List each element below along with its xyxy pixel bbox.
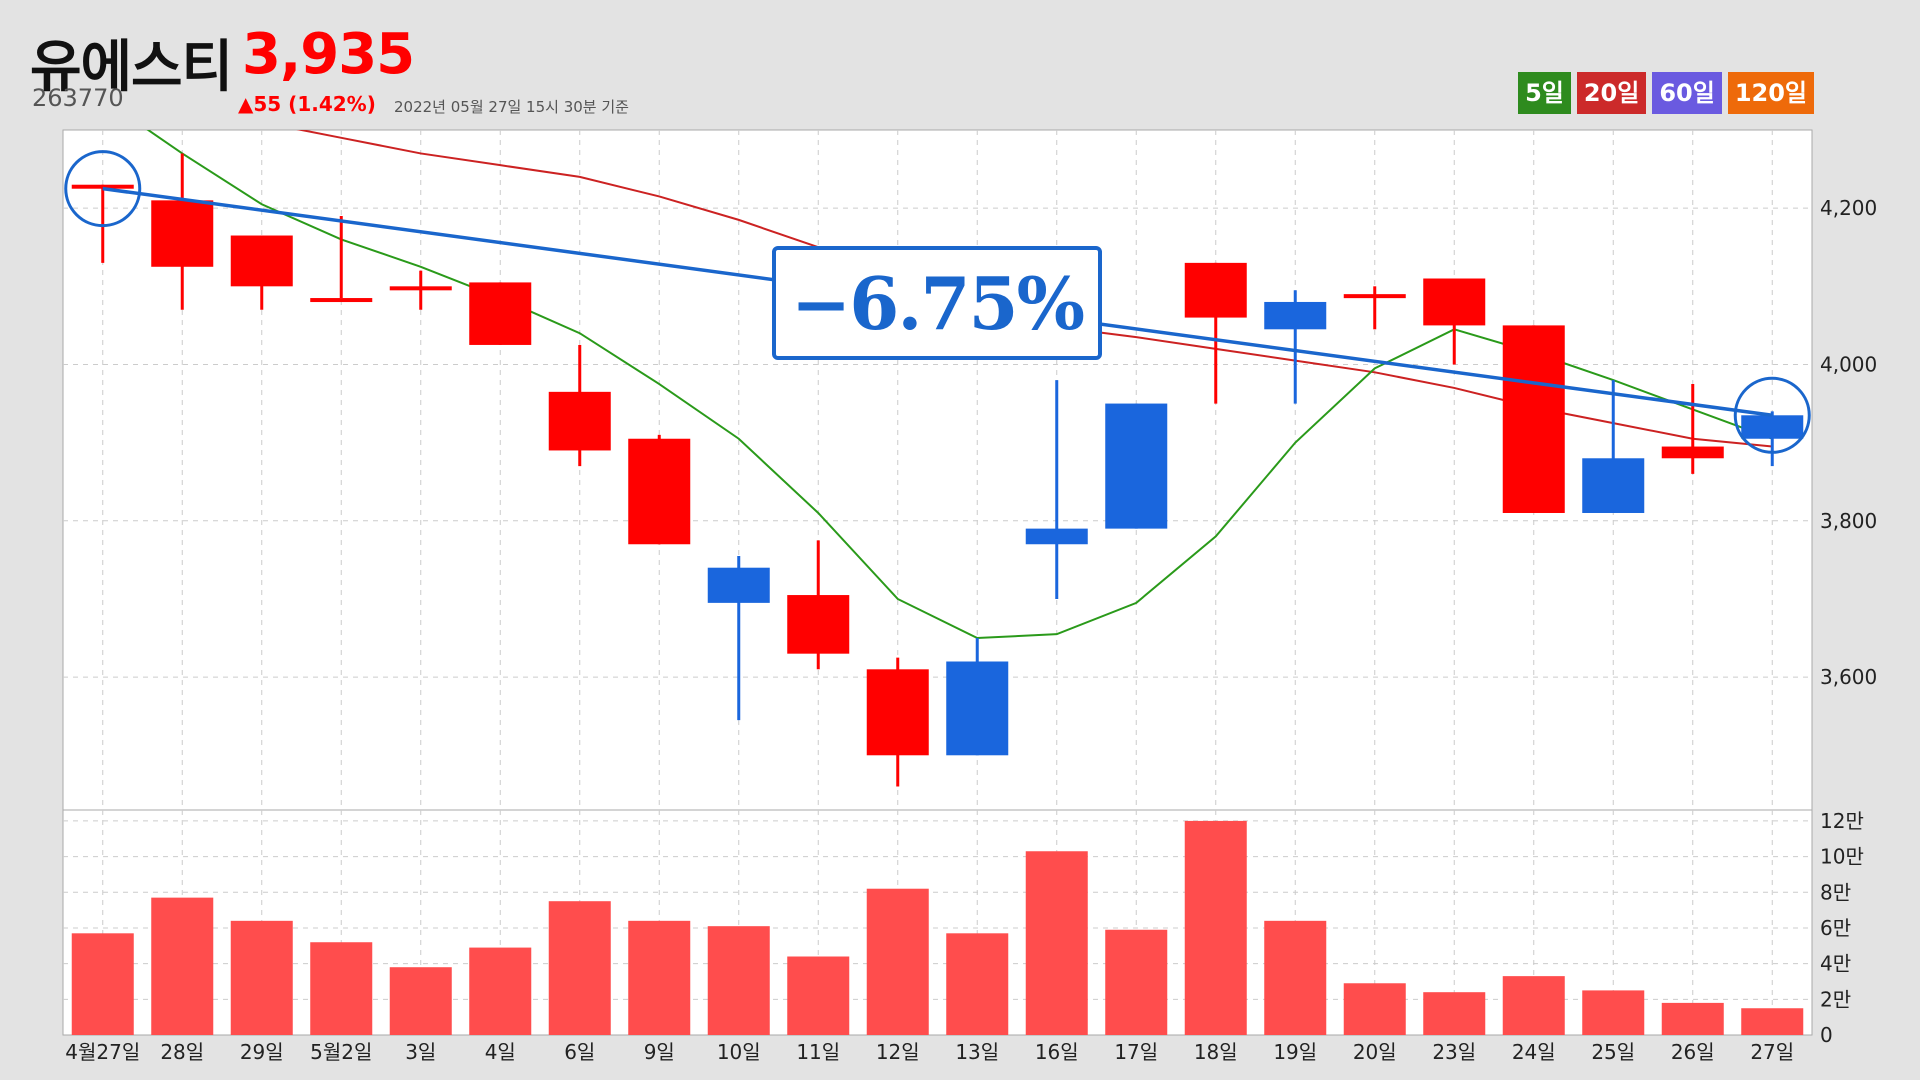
ma-legend: 5일 20일 60일 120일 [1518,72,1814,114]
candle-body [1105,403,1168,529]
volume-tick-label: 6만 [1820,916,1851,940]
volume-bar [787,956,850,1035]
date-tick-label: 25일 [1591,1040,1635,1064]
candle-body [1025,528,1088,545]
candle-body [1661,446,1724,459]
price-tick-label: 3,800 [1820,509,1877,533]
candle-body [787,595,850,654]
date-tick-label: 17일 [1114,1040,1158,1064]
price-change: ▲55 (1.42%) [238,92,376,116]
volume-tick-label: 0 [1820,1023,1833,1047]
ma-120-toggle[interactable]: 120일 [1727,72,1814,114]
ma-5-toggle[interactable]: 5일 [1518,72,1571,114]
candle-body [1582,458,1645,513]
date-tick-label: 10일 [717,1040,761,1064]
volume-bar [1502,976,1565,1035]
candle-body [310,298,373,303]
candle-body [628,438,691,545]
volume-bar [389,967,452,1035]
volume-bar [1423,992,1486,1035]
date-tick-label: 5월2일 [310,1040,372,1064]
date-tick-label: 9일 [644,1040,675,1064]
candle-body [1741,415,1804,439]
date-tick-label: 23일 [1432,1040,1476,1064]
volume-bar [1582,990,1645,1035]
volume-bar [1184,820,1247,1035]
volume-bar [1105,929,1168,1035]
as-of-timestamp: 2022년 05월 27일 15시 30분 기준 [394,98,629,116]
volume-bar [1264,920,1327,1035]
candle-body [707,567,770,603]
date-tick-label: 4일 [485,1040,516,1064]
candle-body [866,669,929,756]
price-tick-label: 4,200 [1820,196,1877,220]
date-tick-label: 13일 [955,1040,999,1064]
date-tick-label: 6일 [564,1040,595,1064]
volume-bar [707,926,770,1035]
candle-body [946,661,1009,756]
date-tick-label: 11일 [796,1040,840,1064]
volume-bar [1741,1008,1804,1035]
candle-body [1423,278,1486,326]
date-tick-label: 26일 [1671,1040,1715,1064]
volume-bar [1025,851,1088,1035]
date-tick-label: 27일 [1750,1040,1794,1064]
volume-bar [946,933,1009,1035]
change-annotation: −6.75% [772,246,1102,360]
date-tick-label: 3일 [405,1040,436,1064]
volume-bar [1343,983,1406,1035]
candle-body [469,282,532,345]
ma-20-toggle[interactable]: 20일 [1576,72,1647,114]
candle-body [548,391,611,451]
date-tick-label: 16일 [1035,1040,1079,1064]
price-tick-label: 3,600 [1820,665,1877,689]
volume-tick-label: 10만 [1820,845,1864,869]
volume-bar [151,897,214,1035]
volume-tick-label: 12만 [1820,809,1864,833]
date-tick-label: 4월27일 [65,1040,140,1064]
volume-tick-label: 8만 [1820,880,1851,904]
candle-body [1264,301,1327,330]
date-tick-label: 29일 [240,1040,284,1064]
candle-body [1184,262,1247,318]
date-tick-label: 18일 [1194,1040,1238,1064]
date-tick-label: 24일 [1512,1040,1556,1064]
date-tick-label: 20일 [1353,1040,1397,1064]
stock-code: 263770 [32,84,124,112]
date-tick-label: 12일 [876,1040,920,1064]
date-tick-label: 28일 [160,1040,204,1064]
volume-bar [469,947,532,1035]
volume-tick-label: 2만 [1820,987,1851,1011]
trend-start-marker [64,150,142,228]
trend-end-marker [1733,376,1811,454]
candle-body [71,184,134,189]
volume-tick-label: 4만 [1820,952,1851,976]
volume-bar [310,942,373,1035]
candle-body [230,235,293,287]
ma-60-toggle[interactable]: 60일 [1652,72,1722,114]
volume-bar [548,901,611,1035]
volume-bar [1661,1002,1724,1035]
candle-body [1343,294,1406,299]
date-tick-label: 19일 [1273,1040,1317,1064]
volume-bar [71,933,134,1035]
volume-bar [628,920,691,1035]
volume-bar [230,920,293,1035]
candle-body [1502,325,1565,513]
candle-body [151,200,214,267]
stock-name: 유에스티 [30,35,233,100]
candle-body [389,286,452,291]
current-price: 3,935 [242,22,415,87]
ma5-line [146,130,1773,640]
volume-bar [866,888,929,1035]
price-tick-label: 4,000 [1820,352,1877,376]
